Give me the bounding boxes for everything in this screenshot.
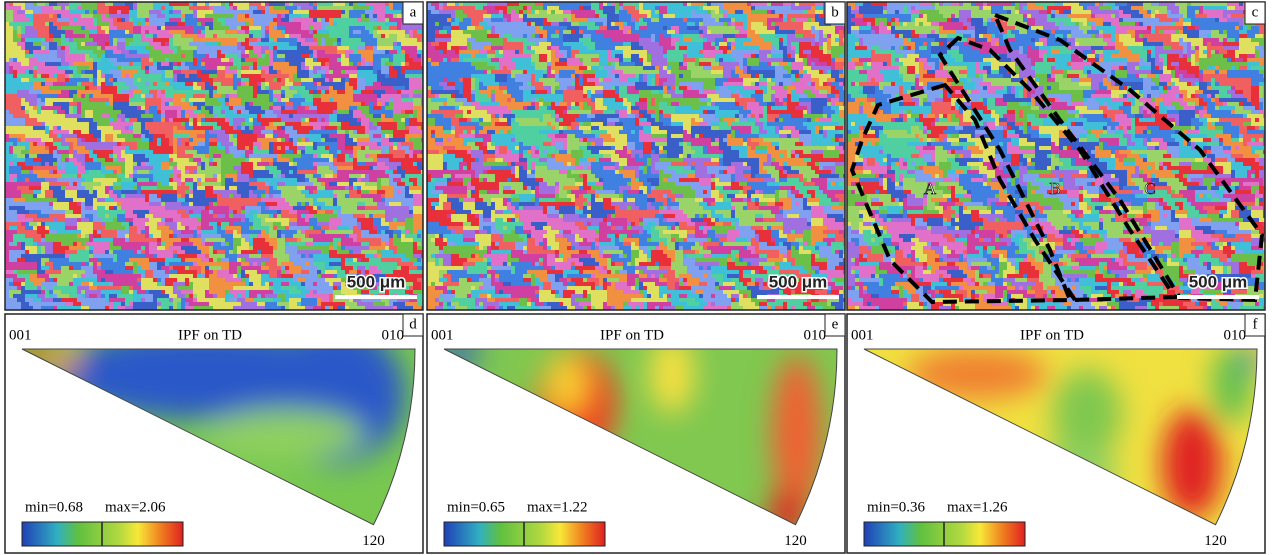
panel-label: c [1252,4,1259,20]
panel-label: a [410,4,417,20]
ipf-title: IPF on TD [600,327,664,343]
corner-label: 010 [804,327,827,343]
corner-label: 001 [9,327,32,343]
min-label: min=0.68 [25,499,83,515]
corner-label: 010 [382,327,405,343]
region-label: C [1144,179,1155,198]
scale-bar-label: 500 μm [1189,272,1248,291]
corner-label: 120 [784,533,807,549]
corner-label: 120 [362,533,385,549]
scale-bar-label: 500 μm [347,272,406,291]
min-label: min=0.36 [867,499,926,515]
region-label: A [924,179,937,198]
corner-label: 001 [851,327,874,343]
panel-label: f [1253,316,1258,332]
figure: 500 μm a 500 μm b A B C 500 μm c 001 IPF on TD 010 1… [0,0,1272,555]
panel-label: d [409,316,417,332]
corner-label: 120 [1204,533,1227,549]
region-label: B [1049,179,1060,198]
grain-map-panel: A B C 500 μm c [847,2,1267,310]
max-label: max=1.22 [527,499,588,515]
grain-map [427,2,847,310]
grain-map [5,2,425,310]
max-label: max=1.26 [947,499,1008,515]
panel-label: b [831,4,839,20]
ipf-blob [1212,344,1252,424]
max-label: max=2.06 [105,499,166,515]
ipf-panel: 001 IPF on TD 010 120 e min=0.65 max=1.22 [427,314,845,553]
panel-label: e [832,316,839,332]
min-label: min=0.65 [447,499,505,515]
ipf-title: IPF on TD [178,327,242,343]
ipf-panel: 001 IPF on TD 010 120 d min=0.68 max=2.06 [5,314,423,553]
ipf-title: IPF on TD [1020,327,1084,343]
ipf-panel: 001 IPF on TD 010 120 f min=0.36 max=1.26 [847,314,1265,553]
grain-map-panel: 500 μm b [427,2,847,310]
corner-label: 001 [431,327,454,343]
ipf-blob [205,409,365,459]
grain-map-panel: 500 μm a [5,2,425,310]
corner-label: 010 [1224,327,1247,343]
scale-bar-label: 500 μm [769,272,828,291]
